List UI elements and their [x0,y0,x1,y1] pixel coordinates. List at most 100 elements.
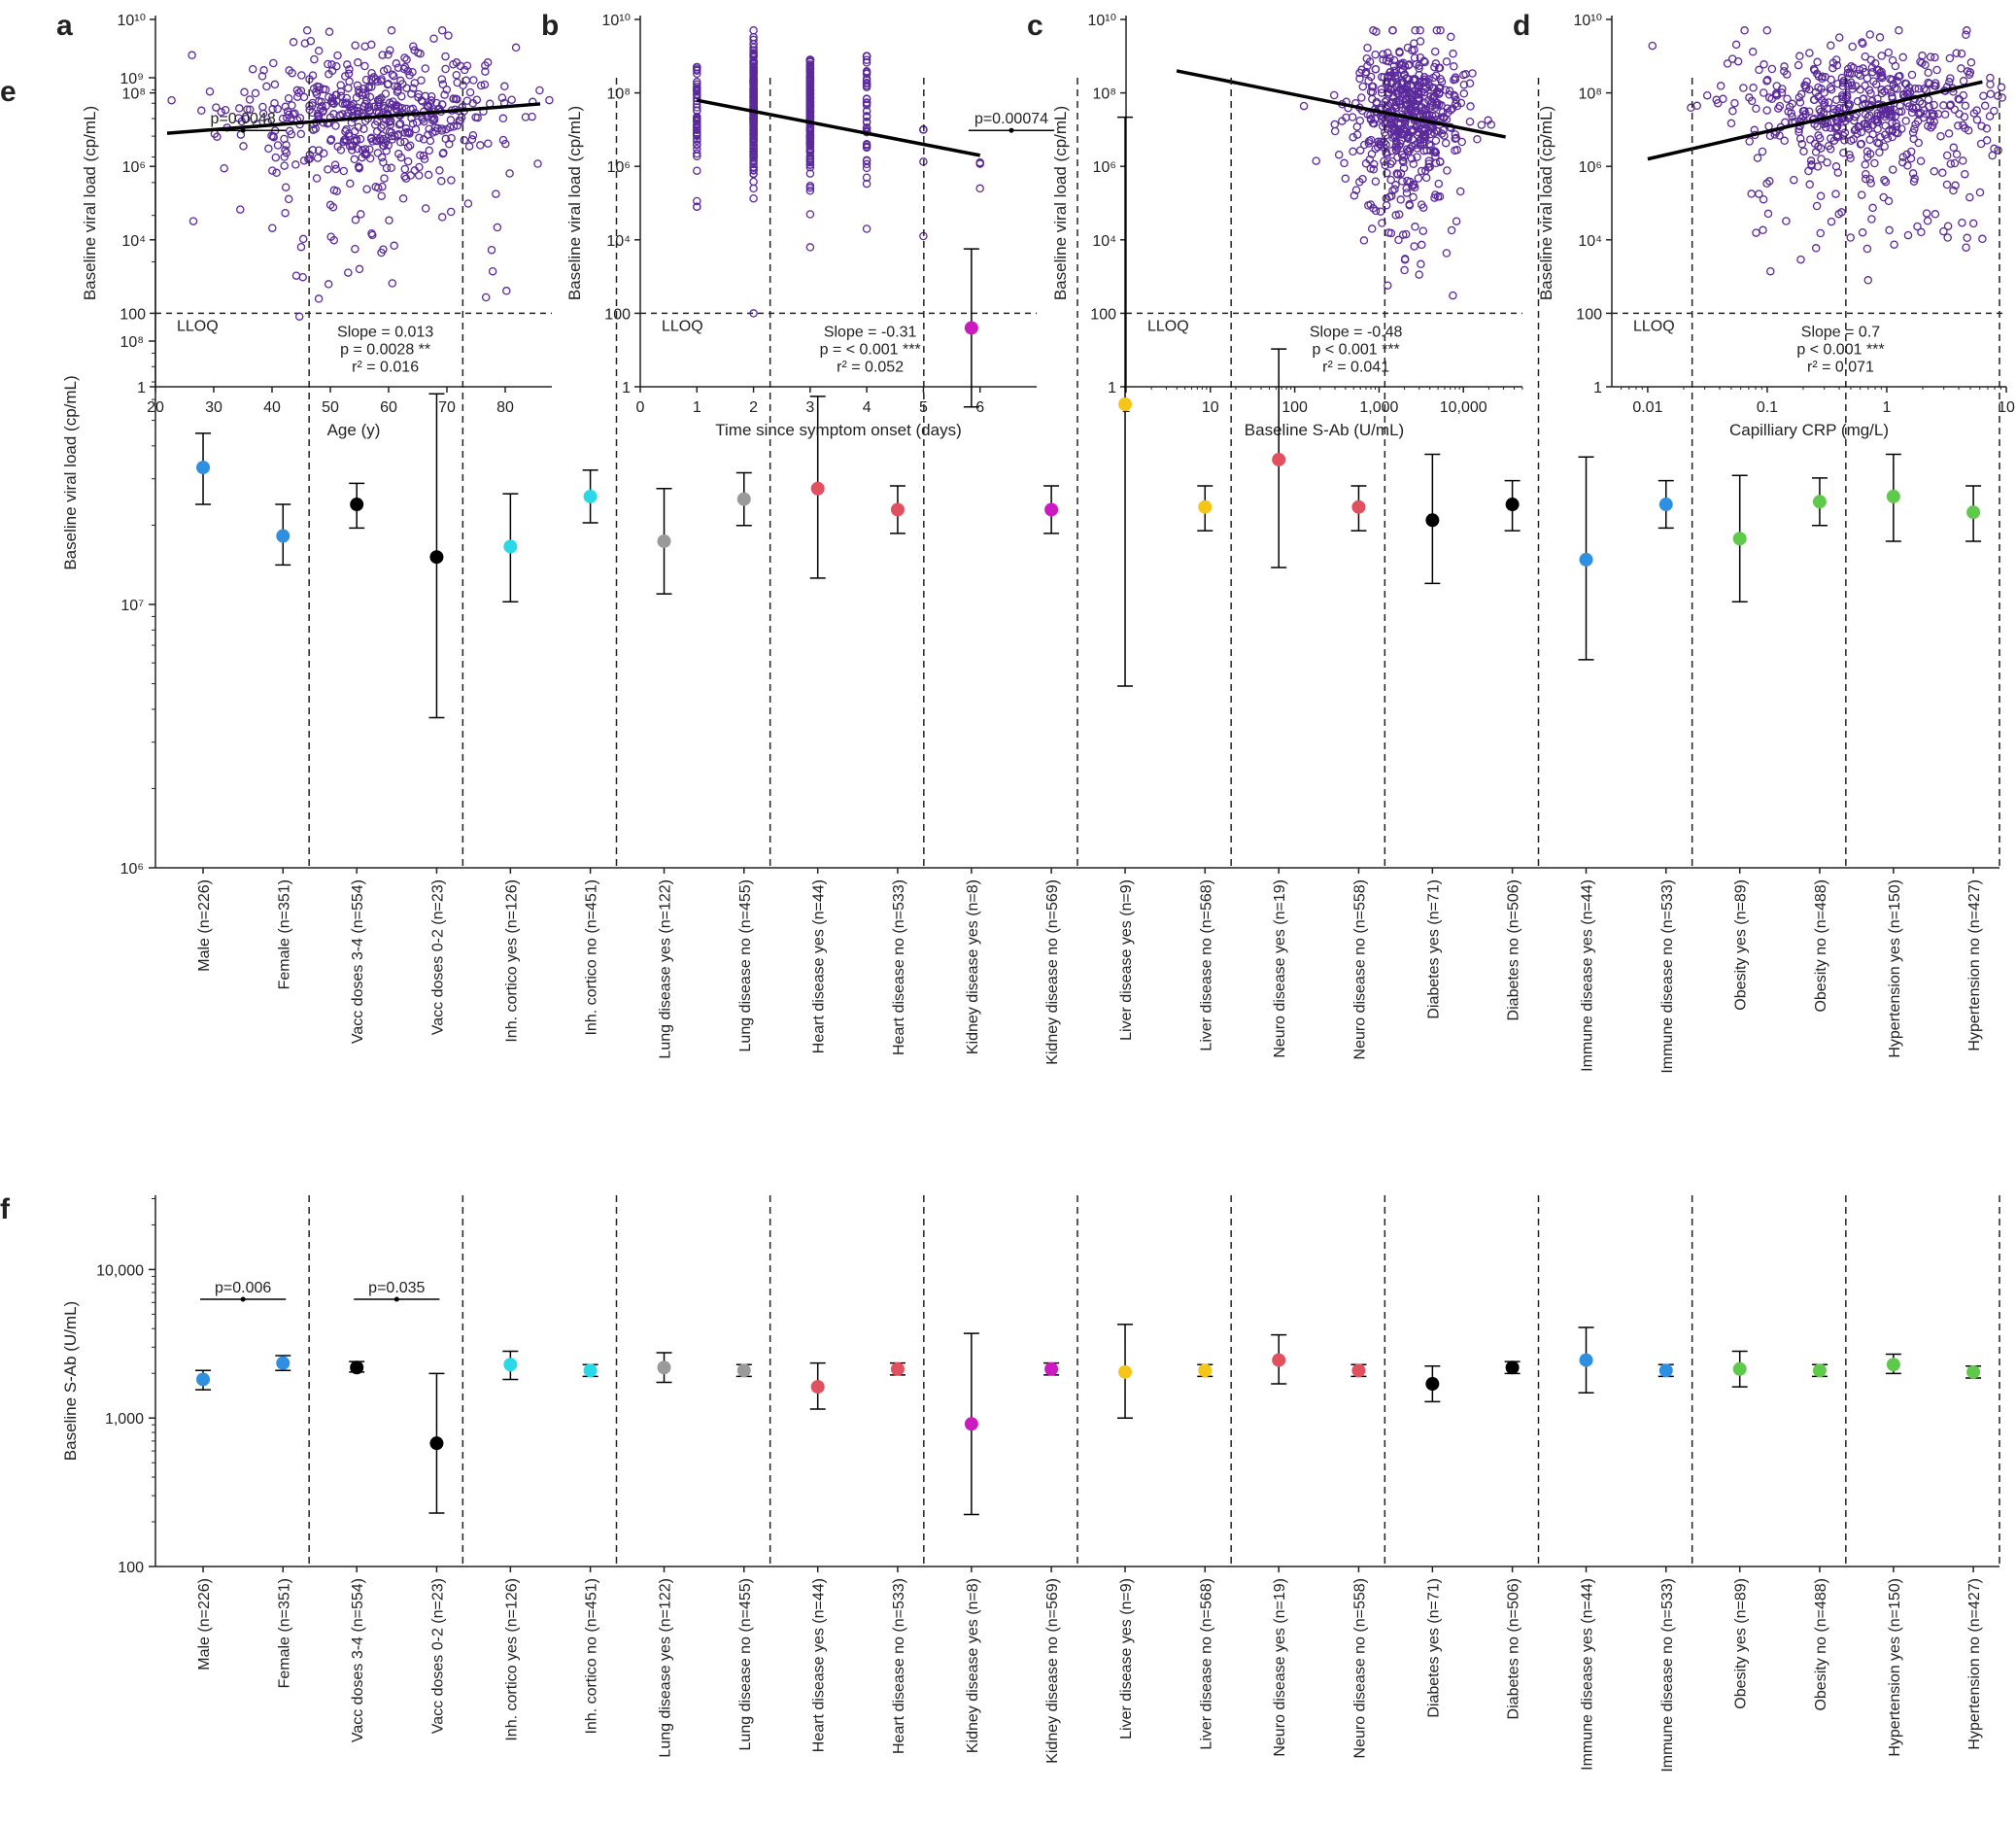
scatter-point [388,70,397,80]
scatter-point [528,112,536,121]
scatter-point [457,113,466,121]
scatter-point [749,177,758,187]
scatter-point [441,64,450,74]
scatter-point [1366,164,1376,173]
scatter-point [1407,154,1417,163]
scatter-point [468,130,478,140]
scatter-point [1823,157,1831,167]
category-label: Heart disease yes (n=44) [811,1578,828,1752]
scatter-point [438,149,448,158]
scatter-point [1842,90,1852,100]
mean-point [810,481,825,496]
scatter-point [1959,77,1968,86]
scatter-point [1394,235,1403,245]
scatter-point [1903,230,1913,240]
mean-point [1505,498,1520,512]
y-axis-label: Baseline viral load (cp/mL) [61,375,80,569]
scatter-point [1435,63,1445,73]
scatter-point [1398,230,1408,239]
scatter-point [270,80,280,89]
scatter-point [1726,119,1736,128]
scatter-point [1848,42,1857,52]
mean-point [1886,1358,1900,1372]
scatter-point [379,101,389,111]
category-label: Female (n=351) [276,1578,292,1688]
scatter-point [1950,158,1960,168]
scatter-point [1411,26,1419,35]
scatter-point [1859,39,1867,49]
scatter-point [369,73,379,82]
scatter-point [481,67,490,76]
scatter-point [1412,59,1421,69]
bracket-dot [240,127,246,133]
scatter-point [1402,86,1411,94]
scatter-point [299,155,309,165]
scatter-point [1817,74,1827,84]
scatter-point [1418,240,1426,250]
scatter-point [505,169,514,178]
scatter-point [1648,41,1657,51]
scatter-point [1759,194,1768,204]
scatter-point [1884,48,1894,57]
bracket-dot [240,1296,246,1302]
y-tick-label: 1,000 [105,1411,144,1428]
scatter-point [1452,133,1461,143]
category-label: Vacc doses 0-2 (n=23) [429,1578,446,1734]
scatter-point [1867,215,1876,224]
category-label: Kidney disease yes (n=8) [965,1578,981,1753]
scatter-point [1719,94,1727,104]
scatter-point [324,280,333,289]
scatter-point [371,183,380,191]
scatter-point [1828,63,1837,73]
scatter-point [476,141,485,150]
scatter-point [749,32,758,42]
scatter-point [1419,56,1428,65]
scatter-point [1389,55,1399,65]
scatter-point [353,106,362,116]
scatter-point [1420,129,1430,139]
scatter-point [298,234,308,244]
scatter-point [1395,126,1404,135]
scatter-point [1799,147,1808,156]
scatter-point [1382,200,1391,210]
scatter-point [331,121,340,130]
scatter-point [1891,112,1900,121]
scatter-point [272,168,281,178]
scatter-point [403,156,413,166]
scatter-point [1858,227,1867,237]
scatter-point [258,102,267,112]
scatter-point [288,101,296,110]
scatter-point [1425,103,1435,112]
scatter-point [367,40,376,50]
scatter-point [362,185,371,193]
scatter-point [1731,40,1741,50]
scatter-point [419,152,428,160]
scatter-point [1877,52,1886,60]
scatter-point [330,160,340,169]
mean-point [1732,1361,1747,1376]
x-tick-label: 70 [438,399,456,416]
scatter-point [408,67,417,77]
scatter-point [1712,95,1721,105]
scatter-point [1330,120,1340,129]
scatter-point [1436,26,1445,35]
scatter-point [1435,156,1445,166]
stat-text: Slope = 0.013 [337,324,433,340]
scatter-point [975,184,984,193]
scatter-point [1990,106,1999,116]
x-tick-label: 40 [263,399,281,416]
scatter-point [351,216,360,224]
scatter-point [1399,153,1409,162]
scatter-point [1901,117,1910,125]
scatter-point [805,107,815,116]
scatter-point [1386,159,1395,168]
mean-point [1966,505,1981,520]
category-label: Diabetes no (n=506) [1506,1578,1522,1719]
scatter-point [405,141,415,150]
scatter-point [1928,109,1937,119]
scatter-point [1418,226,1428,235]
scatter-point [1963,67,1972,76]
scatter-point [1976,139,1986,149]
scatter-point [1838,82,1848,91]
x-tick-label: 10 [1202,399,1219,416]
